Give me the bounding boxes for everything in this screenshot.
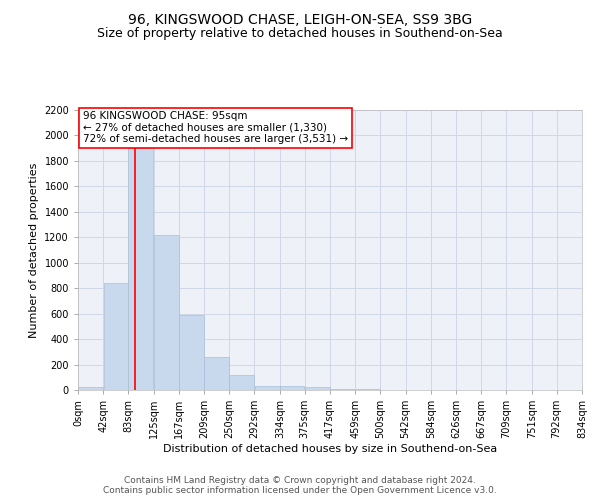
Bar xyxy=(154,234,179,390)
Text: 96, KINGSWOOD CHASE, LEIGH-ON-SEA, SS9 3BG: 96, KINGSWOOD CHASE, LEIGH-ON-SEA, SS9 3… xyxy=(128,12,472,26)
X-axis label: Distribution of detached houses by size in Southend-on-Sea: Distribution of detached houses by size … xyxy=(163,444,497,454)
Text: Size of property relative to detached houses in Southend-on-Sea: Size of property relative to detached ho… xyxy=(97,28,503,40)
Bar xyxy=(330,388,355,390)
Bar xyxy=(78,387,103,390)
Bar xyxy=(104,283,128,390)
Bar xyxy=(305,388,330,390)
Text: 96 KINGSWOOD CHASE: 95sqm
← 27% of detached houses are smaller (1,330)
72% of se: 96 KINGSWOOD CHASE: 95sqm ← 27% of detac… xyxy=(83,112,348,144)
Bar xyxy=(205,357,229,390)
Bar xyxy=(280,386,304,390)
Bar xyxy=(128,148,154,390)
Y-axis label: Number of detached properties: Number of detached properties xyxy=(29,162,38,338)
Bar xyxy=(254,386,280,390)
Bar xyxy=(229,374,254,390)
Text: Contains HM Land Registry data © Crown copyright and database right 2024.
Contai: Contains HM Land Registry data © Crown c… xyxy=(103,476,497,495)
Bar xyxy=(179,315,204,390)
